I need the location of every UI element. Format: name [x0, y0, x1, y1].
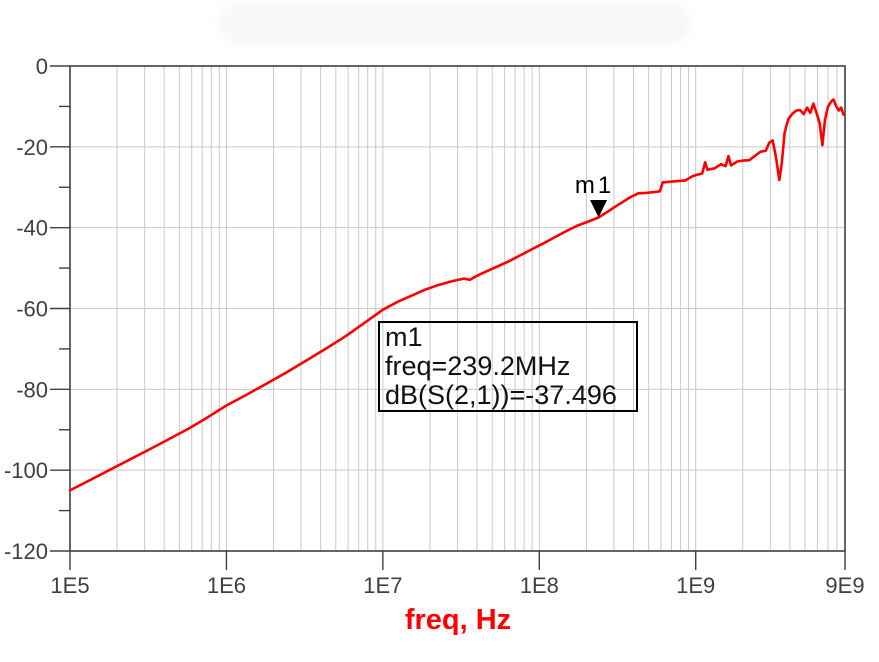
marker-readout-freq: freq=239.2MHz	[385, 351, 571, 381]
marker-m1-triangle[interactable]	[590, 200, 608, 218]
x-tick-label: 1E7	[363, 573, 402, 598]
marker-readout-value: dB(S(2,1))=-37.496	[385, 380, 617, 410]
y-tick-label: -100	[4, 458, 48, 483]
y-tick-label: -60	[16, 297, 48, 322]
y-tick-label: -20	[16, 135, 48, 160]
marker-m1-label: m1	[575, 172, 614, 199]
x-tick-label: 1E9	[676, 573, 715, 598]
y-tick-label: 0	[36, 54, 48, 79]
y-tick-label: -120	[4, 539, 48, 564]
x-axis-title: freq, Hz	[404, 604, 512, 636]
x-tick-label: 1E5	[50, 573, 89, 598]
marker-readout-box[interactable]: m1 freq=239.2MHz dB(S(2,1))=-37.496	[378, 321, 638, 412]
trace-db-s21	[68, 98, 845, 492]
x-tick-label: 1E6	[207, 573, 246, 598]
redacted-title-area	[220, 2, 690, 44]
y-tick-label: -40	[16, 216, 48, 241]
x-tick-label: 9E9	[825, 573, 864, 598]
y-tick-label: -80	[16, 377, 48, 402]
marker-readout-name: m1	[385, 322, 423, 352]
x-tick-label: 1E8	[520, 573, 559, 598]
